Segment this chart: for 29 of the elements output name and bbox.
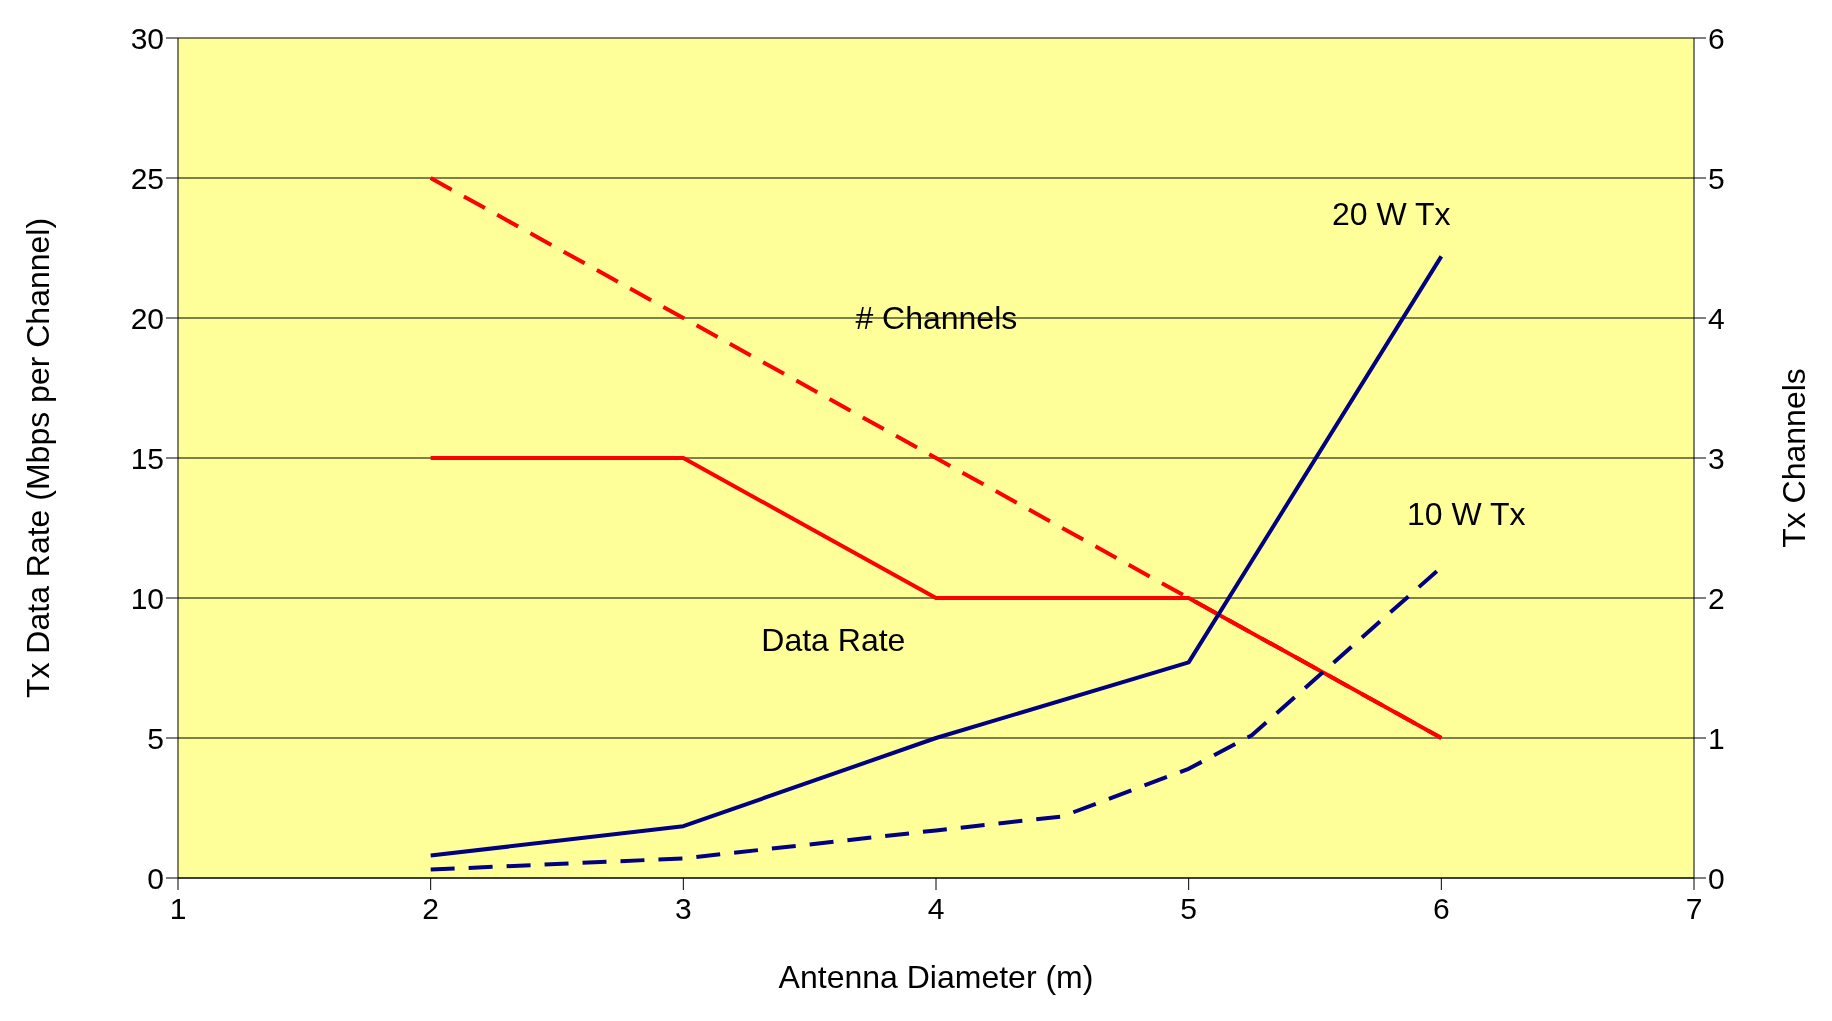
y2-tick-label: 1: [1708, 721, 1725, 755]
y-tick-label: 10: [130, 581, 164, 615]
series-label: 10 W Tx: [1407, 496, 1526, 533]
y-axis-title: Tx Data Rate (Mbps per Channel): [20, 217, 57, 699]
x-tick-label: 6: [1432, 892, 1450, 926]
y2-tick-label: 4: [1708, 301, 1725, 335]
x-tick-label: 4: [927, 892, 945, 926]
y-tick-label: 20: [130, 301, 164, 335]
line-series: [428, 254, 1444, 858]
y2-tick-label: 0: [1708, 861, 1725, 895]
y-tick-label: 0: [147, 861, 164, 895]
text: # Channels: [855, 300, 1018, 336]
y2-tick-label: 2: [1708, 581, 1725, 615]
x-tick-label: 3: [674, 892, 692, 926]
y-tick-label: 30: [130, 21, 164, 55]
y-tick-label: 25: [130, 161, 164, 195]
y2-tick-label: 5: [1708, 161, 1725, 195]
y2-axis-title: Tx Channels: [1776, 368, 1813, 548]
x-tick-label: 1: [169, 892, 187, 926]
series-label: Data Rate: [761, 622, 906, 658]
x-axis-title: Antenna Diameter (m): [778, 959, 1094, 995]
y-tick-label: 5: [147, 721, 164, 755]
x-tick-label: 2: [422, 892, 440, 926]
series-label: 20 W Tx: [1332, 196, 1451, 233]
y2-tick-label: 6: [1708, 21, 1725, 55]
y2-tick-label: 3: [1708, 441, 1725, 475]
y-tick-label: 15: [130, 441, 164, 475]
x-tick-label: 7: [1685, 892, 1703, 926]
x-tick-label: 5: [1180, 892, 1198, 926]
